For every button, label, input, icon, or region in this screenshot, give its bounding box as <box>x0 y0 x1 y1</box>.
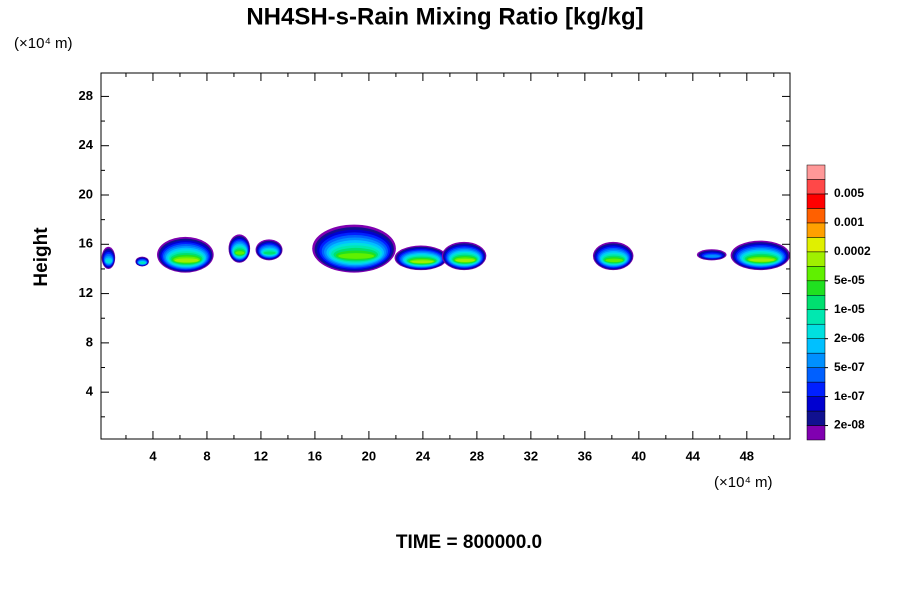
y-tick-label: 20 <box>79 186 93 201</box>
x-tick-label: 12 <box>254 448 268 463</box>
colorbar-box <box>806 237 826 253</box>
colorbar-label: 5e-05 <box>834 273 865 287</box>
colorbar-box <box>806 295 826 310</box>
y-tick-label: 8 <box>86 334 93 349</box>
y-unit: (×10⁴ m) <box>14 35 73 52</box>
contour-level <box>705 254 720 258</box>
colorbar-label: 0.001 <box>834 215 864 229</box>
colorbar-box <box>806 164 826 180</box>
colorbar-box <box>806 251 826 267</box>
y-tick-label: 12 <box>79 285 93 300</box>
colorbar-box <box>806 381 826 397</box>
contours <box>101 224 790 273</box>
y-tick-label: 24 <box>79 137 94 152</box>
contour-level <box>749 258 775 262</box>
x-tick-label: 24 <box>416 448 431 463</box>
x-tick-label: 44 <box>686 448 701 463</box>
colorbar-box <box>806 309 826 325</box>
contour-level <box>263 251 276 255</box>
x-unit: (×10⁴ m) <box>714 474 773 491</box>
contour-level <box>455 258 475 262</box>
chart-title: NH4SH-s-Rain Mixing Ratio [kg/kg] <box>246 3 643 30</box>
contour-level <box>235 251 245 255</box>
colorbar-box <box>806 280 826 296</box>
plot-frame <box>100 72 791 440</box>
x-tick-label: 28 <box>470 448 484 463</box>
contour-level <box>605 258 623 263</box>
colorbar-box <box>806 425 826 441</box>
contour-level <box>174 258 199 263</box>
colorbar-box <box>806 396 826 412</box>
y-tick-label: 16 <box>79 236 93 251</box>
x-tick-label: 16 <box>308 448 322 463</box>
colorbar-label: 1e-05 <box>834 302 865 316</box>
colorbar-box <box>806 323 826 339</box>
colorbar-label: 5e-07 <box>834 360 865 374</box>
colorbar-box <box>806 222 826 238</box>
colorbar-label: 0.0002 <box>834 244 871 258</box>
colorbar-box <box>806 193 826 209</box>
contour-level <box>411 260 434 264</box>
y-tick-label: 4 <box>86 384 94 399</box>
y-axis-label: Height <box>31 227 52 287</box>
x-tick-label: 36 <box>578 448 592 463</box>
y-tick-label: 28 <box>79 88 93 103</box>
contour-level <box>105 259 112 264</box>
colorbar-label: 0.005 <box>834 186 864 200</box>
x-tick-label: 20 <box>362 448 376 463</box>
colorbar-box <box>806 410 826 426</box>
x-tick-label: 48 <box>740 448 754 463</box>
colorbar-box <box>806 179 826 195</box>
colorbar-box <box>806 352 826 368</box>
colorbar-label: 2e-06 <box>834 331 865 345</box>
x-tick-label: 4 <box>149 448 157 463</box>
colorbar-box <box>806 208 826 224</box>
x-tick-label: 8 <box>203 448 210 463</box>
x-tick-label: 32 <box>524 448 538 463</box>
colorbar-label: 2e-08 <box>834 418 865 432</box>
colorbar-box <box>806 338 826 354</box>
colorbar-box <box>806 367 826 383</box>
contour-level <box>338 253 375 259</box>
colorbar-label: 1e-07 <box>834 389 865 403</box>
colorbar-box <box>806 266 826 282</box>
footer: TIME = 800000.0 <box>396 532 542 553</box>
contour-level <box>139 262 146 264</box>
x-tick-label: 40 <box>632 448 646 463</box>
